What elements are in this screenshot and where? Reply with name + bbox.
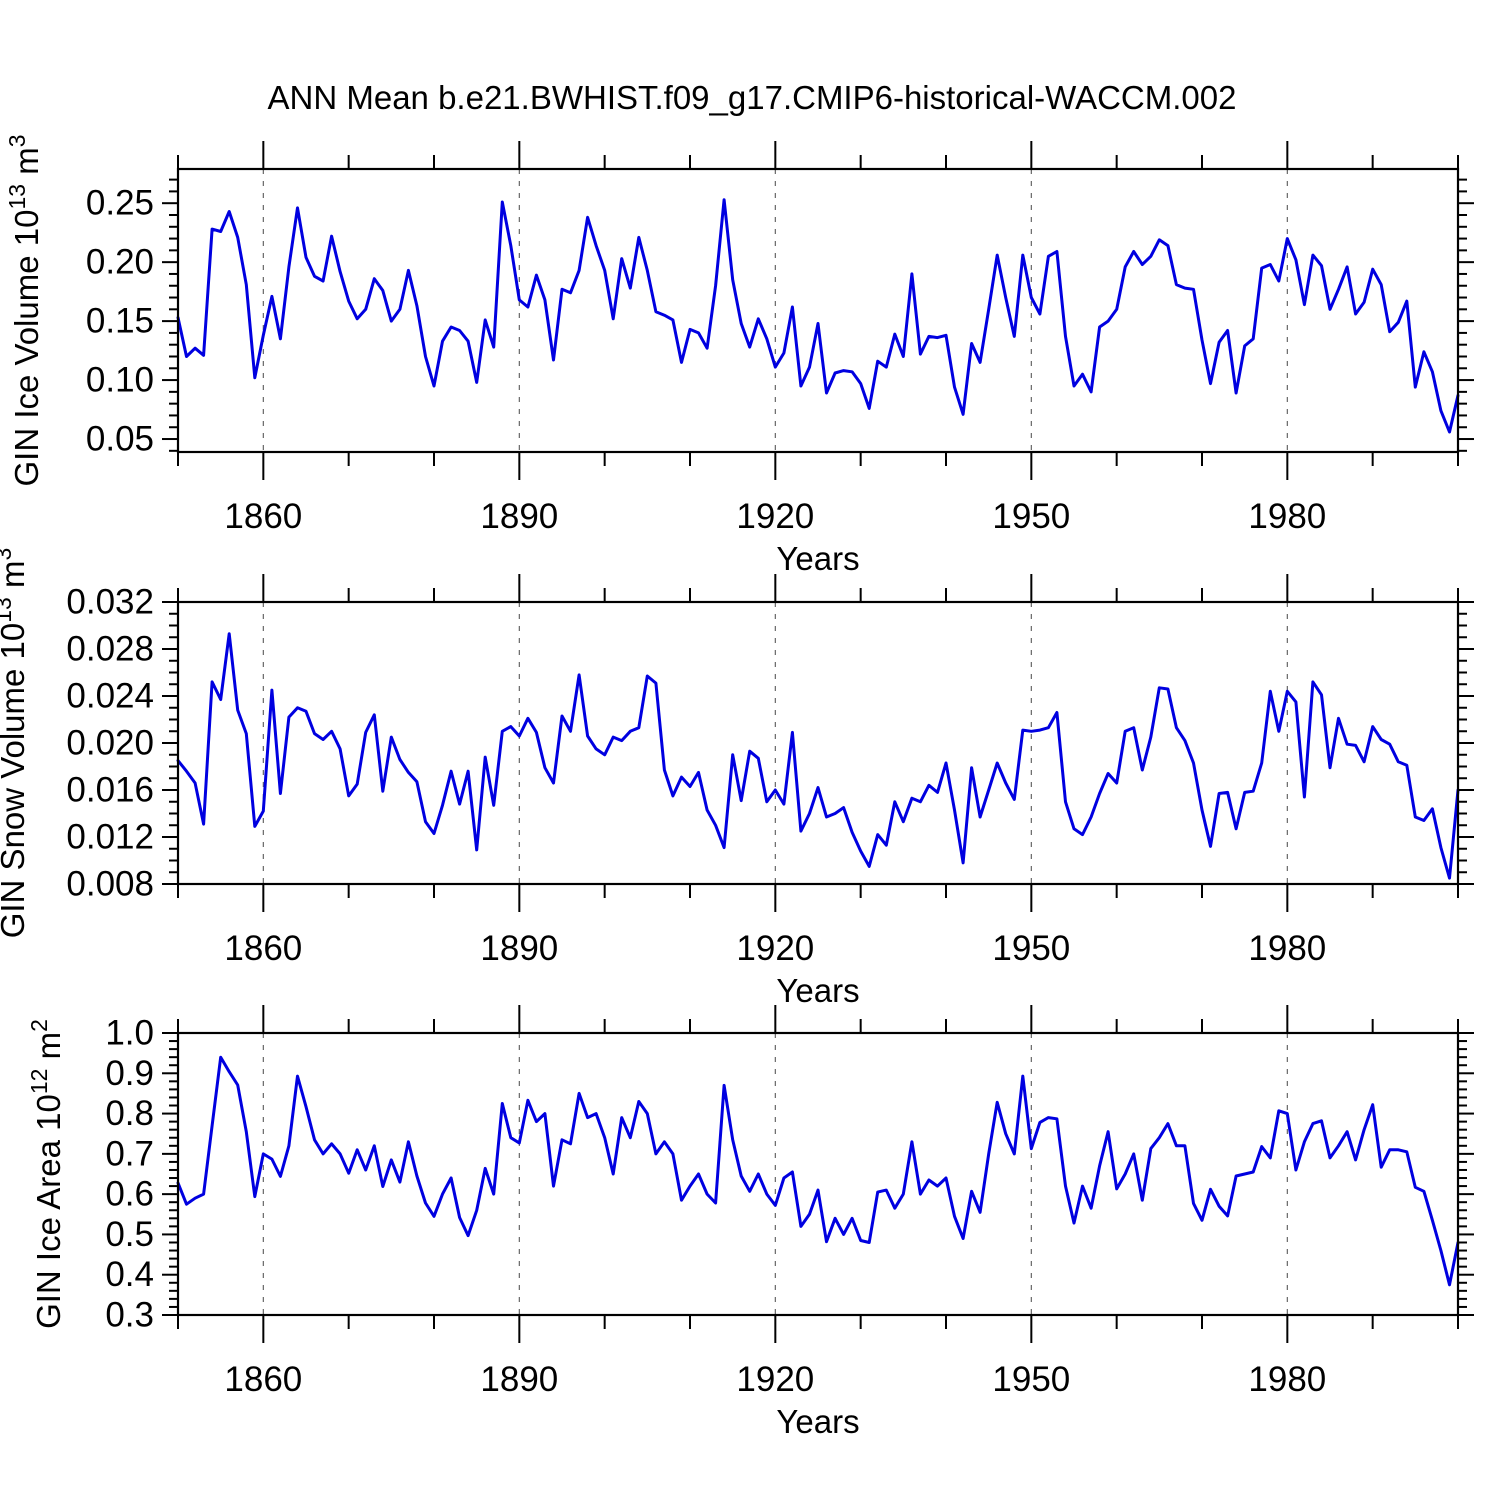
y-tick-label: 0.008 bbox=[66, 865, 154, 904]
x-axis-title: Years bbox=[776, 1403, 859, 1440]
y-tick-label: 0.024 bbox=[66, 677, 154, 716]
x-tick-label: 1860 bbox=[224, 1360, 302, 1399]
gin-ice-area-series-line bbox=[176, 1055, 1460, 1287]
x-tick-label: 1860 bbox=[224, 497, 302, 536]
x-tick-label: 1950 bbox=[992, 497, 1070, 536]
plot-frame bbox=[176, 1031, 1460, 1317]
gin-snow-volume-y-axis-title: GIN Snow Volume 1013 m3 bbox=[0, 548, 31, 939]
x-tick-label: 1920 bbox=[736, 1360, 814, 1399]
y-tick-label: 0.15 bbox=[86, 302, 154, 341]
x-tick-label: 1980 bbox=[1248, 497, 1326, 536]
plot-frame bbox=[176, 600, 1460, 886]
y-tick-label: 1.0 bbox=[105, 1014, 154, 1053]
x-tick-label: 1920 bbox=[736, 929, 814, 968]
y-tick-label: 0.6 bbox=[105, 1175, 154, 1214]
x-tick-label: 1890 bbox=[480, 1360, 558, 1399]
gin-ice-volume-y-axis-title: GIN Ice Volume 1013 m3 bbox=[4, 134, 45, 486]
y-tick-label: 0.20 bbox=[86, 243, 154, 282]
y-tick-label: 0.7 bbox=[105, 1134, 154, 1173]
x-tick-label: 1890 bbox=[480, 497, 558, 536]
y-tick-label: 0.016 bbox=[66, 771, 154, 810]
y-tick-label: 0.012 bbox=[66, 818, 154, 857]
gin-ice-area-panel: 1860 1890 1920 1950 1980 0.30.40.50.60.70.80.… bbox=[26, 1005, 1474, 1440]
gin-ice-area-y-axis-title: GIN Ice Area 1012 m2 bbox=[26, 1019, 67, 1329]
gin-ice-volume-series-line bbox=[176, 198, 1460, 434]
x-axis-title: Years bbox=[776, 972, 859, 1009]
y-tick-label: 0.10 bbox=[86, 361, 154, 400]
x-tick-label: 1950 bbox=[992, 929, 1070, 968]
gin-snow-volume-panel: 1860 1890 1920 1950 1980 0.008 0.012 0.016 0.020… bbox=[0, 548, 1474, 1009]
figure-title: ANN Mean b.e21.BWHIST.f09_g17.CMIP6-hist… bbox=[267, 79, 1237, 116]
y-tick-label: 0.9 bbox=[105, 1054, 154, 1093]
x-tick-label: 1860 bbox=[224, 929, 302, 968]
y-tick-label: 0.4 bbox=[105, 1255, 154, 1294]
y-tick-label: 0.032 bbox=[66, 583, 154, 622]
y-tick-label: 0.5 bbox=[105, 1215, 154, 1254]
y-tick-label: 0.25 bbox=[86, 184, 154, 223]
x-tick-label: 1950 bbox=[992, 1360, 1070, 1399]
y-tick-label: 0.020 bbox=[66, 724, 154, 763]
y-tick-label: 0.028 bbox=[66, 630, 154, 669]
y-tick-label: 0.05 bbox=[86, 420, 154, 459]
gin-ice-volume-panel: 1860 1890 1920 1950 1980 0.05 0.10 0.15 0.20 0.25… bbox=[4, 134, 1474, 577]
x-tick-label: 1920 bbox=[736, 497, 814, 536]
y-tick-label: 0.8 bbox=[105, 1094, 154, 1133]
x-tick-label: 1980 bbox=[1248, 1360, 1326, 1399]
gin-snow-volume-series-line bbox=[176, 632, 1460, 880]
x-axis-title: Years bbox=[776, 540, 859, 577]
x-tick-label: 1890 bbox=[480, 929, 558, 968]
y-tick-label: 0.3 bbox=[105, 1296, 154, 1335]
x-tick-label: 1980 bbox=[1248, 929, 1326, 968]
plot-frame bbox=[176, 167, 1460, 454]
